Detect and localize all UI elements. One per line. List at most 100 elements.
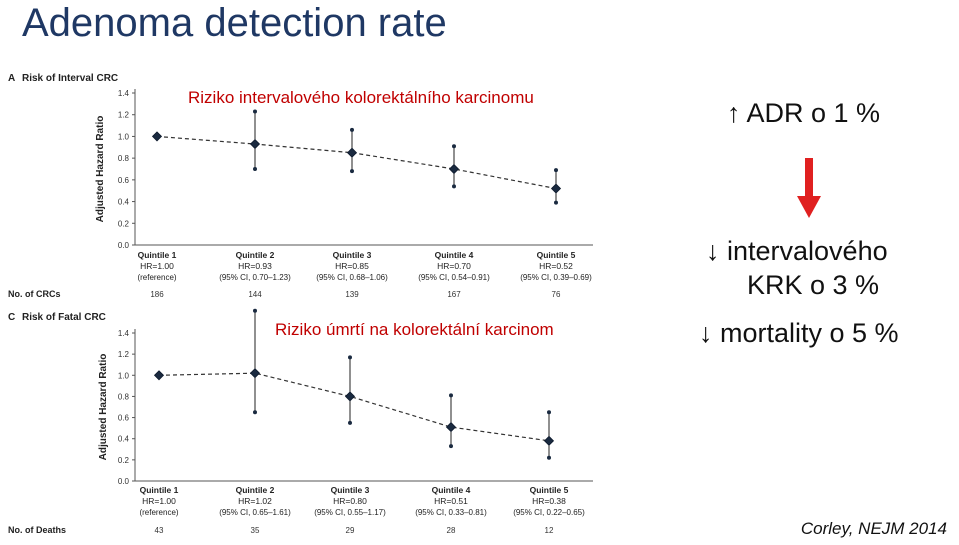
y-tick-label: 0.4 [118, 435, 130, 444]
hr-point [249, 368, 261, 379]
ci-label: (95% CI, 0.54–0.91) [418, 273, 490, 282]
y-tick-label: 0.6 [118, 414, 130, 423]
hr-point [151, 131, 163, 142]
ci-lower-cap [253, 410, 257, 415]
ci-upper-cap [253, 109, 257, 114]
y-tick-label: 1.2 [118, 350, 130, 359]
hr-point [346, 147, 358, 158]
quintile-label: Quintile 2 [236, 485, 275, 495]
count-value: 43 [155, 526, 164, 535]
ci-label: (95% CI, 0.68–1.06) [316, 273, 388, 282]
panel-title: Risk of Fatal CRC [22, 312, 106, 323]
panel-title: Risk of Interval CRC [22, 73, 118, 84]
interval-crc-text-line1: ↓ intervalového [706, 236, 888, 266]
y-tick-label: 0.2 [118, 456, 130, 465]
ci-lower-cap [253, 167, 257, 171]
trend-line [156, 135, 557, 190]
ci-lower-cap [452, 184, 456, 189]
count-value: 186 [150, 290, 164, 299]
y-tick-label: 1.4 [118, 329, 130, 338]
y-tick-label: 1.0 [118, 132, 130, 141]
y-axis-label: Adjusted Hazard Ratio [98, 354, 109, 461]
y-axis-label: Adjusted Hazard Ratio [95, 116, 106, 223]
ci-upper-cap [348, 355, 352, 360]
panel-letter: C [8, 312, 15, 323]
hr-point [445, 422, 457, 433]
quintile-label: Quintile 5 [530, 485, 569, 495]
ci-lower-cap [547, 455, 551, 460]
ci-upper-cap [452, 144, 456, 149]
count-value: 76 [552, 290, 561, 299]
count-value: 29 [346, 526, 355, 535]
ci-lower-cap [350, 169, 354, 174]
ci-label: (95% CI, 0.55–1.17) [314, 508, 386, 517]
ci-label: (reference) [139, 508, 178, 517]
count-value: 144 [248, 290, 262, 299]
hr-point [543, 435, 555, 446]
ci-lower-cap [449, 444, 453, 449]
hr-label: HR=0.85 [335, 261, 369, 271]
quintile-label: Quintile 5 [537, 250, 576, 260]
ci-label: (95% CI, 0.39–0.69) [520, 273, 592, 282]
interval-crc-text-line2: KRK o 3 % [747, 270, 880, 300]
hr-point [153, 370, 165, 381]
quintile-label: Quintile 3 [333, 250, 372, 260]
y-tick-label: 0.6 [118, 176, 130, 185]
hr-label: HR=0.52 [539, 261, 573, 271]
hr-label: HR=0.70 [437, 261, 471, 271]
count-value: 167 [447, 290, 461, 299]
trend-line [158, 372, 550, 442]
hr-label: HR=1.02 [238, 496, 272, 506]
hr-label: HR=1.00 [140, 261, 174, 271]
ci-label: (reference) [137, 273, 176, 282]
ci-label: (95% CI, 0.70–1.23) [219, 273, 291, 282]
y-tick-label: 0.8 [118, 392, 130, 401]
ci-label: (95% CI, 0.22–0.65) [513, 508, 585, 517]
hr-point [448, 163, 460, 175]
y-tick-label: 0.8 [118, 154, 130, 163]
y-tick-label: 1.0 [118, 371, 130, 380]
hr-label: HR=0.80 [333, 496, 367, 506]
count-value: 139 [345, 290, 359, 299]
hr-label: HR=0.51 [434, 496, 468, 506]
ci-upper-cap [449, 393, 453, 398]
mortality-text: ↓ mortality o 5 % [699, 318, 899, 348]
ci-upper-cap [547, 410, 551, 415]
y-tick-label: 0.4 [118, 198, 130, 207]
ci-lower-cap [348, 420, 352, 425]
quintile-label: Quintile 1 [140, 485, 179, 495]
y-tick-label: 0.0 [118, 241, 130, 250]
citation: Corley, NEJM 2014 [800, 519, 947, 538]
ci-label: (95% CI, 0.33–0.81) [415, 508, 487, 517]
count-value: 35 [251, 526, 260, 535]
hr-point [550, 183, 562, 194]
overlay-title: Riziko úmrtí na kolorektální karcinom [275, 320, 554, 339]
ci-label: (95% CI, 0.65–1.61) [219, 508, 291, 517]
y-tick-label: 1.4 [118, 89, 130, 98]
quintile-label: Quintile 1 [138, 250, 177, 260]
red-down-arrow-icon [797, 158, 821, 218]
hr-label: HR=0.38 [532, 496, 566, 506]
count-value: 28 [447, 526, 456, 535]
ci-upper-cap [253, 308, 257, 313]
y-tick-label: 0.0 [118, 477, 130, 486]
count-row-label: No. of Deaths [8, 525, 66, 535]
ci-upper-cap [554, 168, 558, 173]
panel-letter: A [8, 73, 15, 84]
quintile-label: Quintile 4 [432, 485, 471, 495]
hr-label: HR=0.93 [238, 261, 272, 271]
hr-label: HR=1.00 [142, 496, 176, 506]
ci-upper-cap [350, 127, 354, 132]
ci-lower-cap [554, 200, 558, 205]
hr-point [344, 391, 356, 402]
quintile-label: Quintile 3 [331, 485, 370, 495]
quintile-label: Quintile 2 [236, 250, 275, 260]
count-row-label: No. of CRCs [8, 289, 61, 299]
y-tick-label: 1.2 [118, 111, 130, 120]
hr-point [249, 138, 261, 150]
slide-title: Adenoma detection rate [22, 1, 447, 45]
y-tick-label: 0.2 [118, 219, 130, 228]
quintile-label: Quintile 4 [435, 250, 474, 260]
overlay-title: Riziko intervalového kolorektálního karc… [188, 88, 534, 107]
